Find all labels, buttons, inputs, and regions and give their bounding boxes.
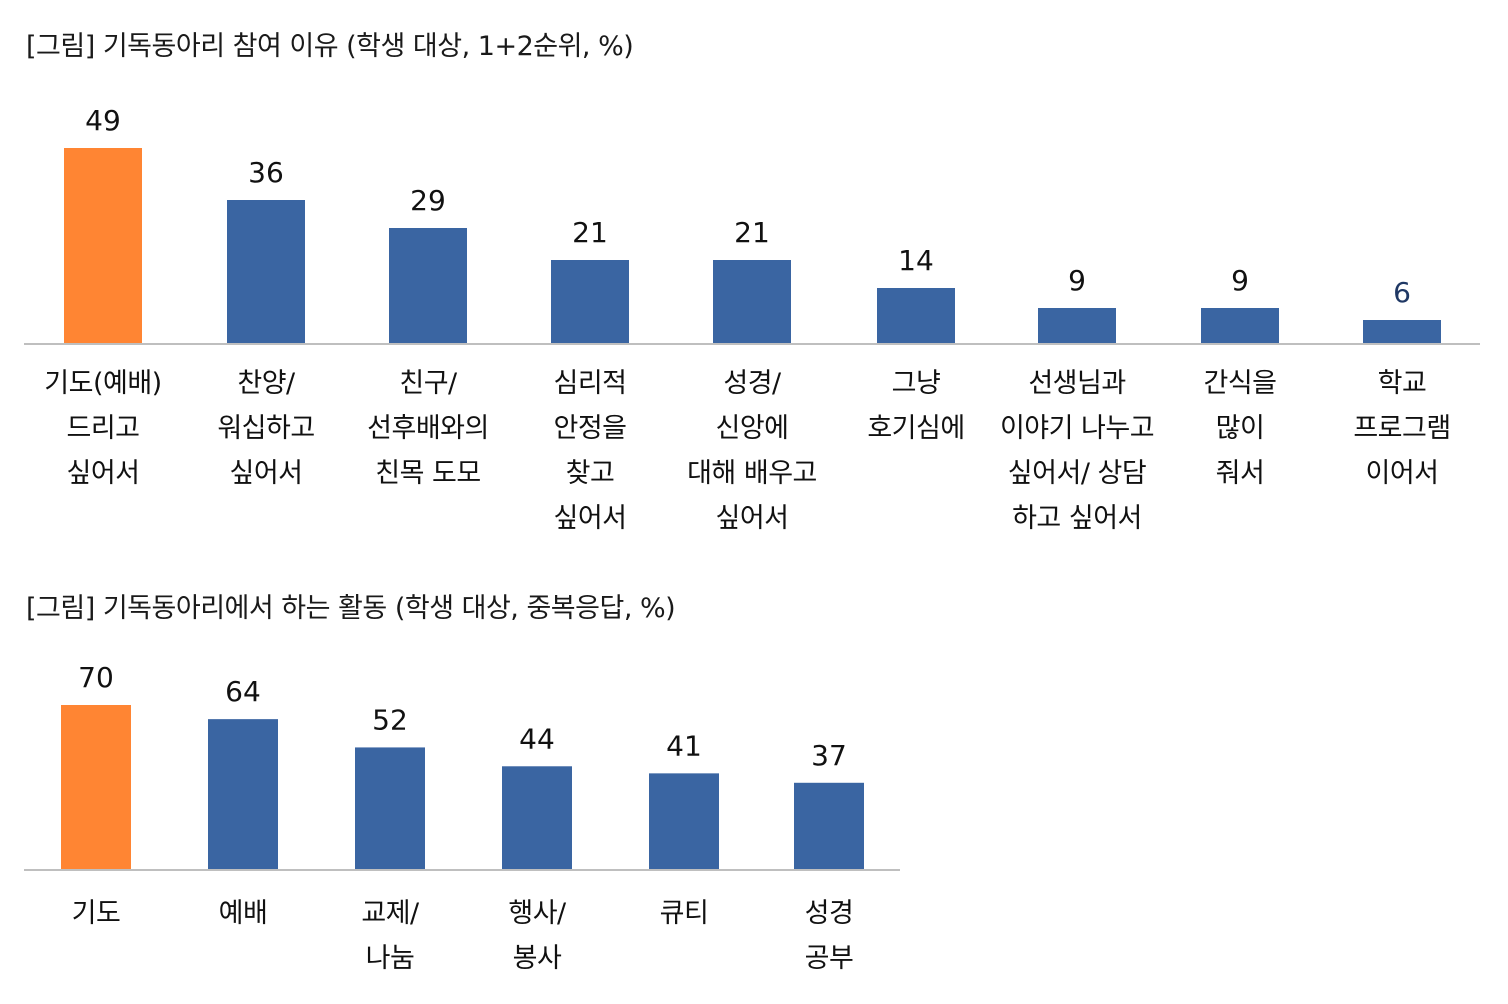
value-label-4: 44 bbox=[519, 722, 555, 755]
bar-2 bbox=[227, 200, 305, 344]
category-label-5-line-1: 큐티 bbox=[660, 898, 709, 929]
category-label-4-line-2: 안정을 bbox=[553, 413, 626, 444]
category-label-2-line-3: 싶어서 bbox=[229, 458, 302, 489]
value-label-8: 9 bbox=[1231, 264, 1249, 297]
bar-8 bbox=[1201, 308, 1279, 344]
bar-3 bbox=[389, 228, 467, 344]
bar-1 bbox=[64, 148, 142, 344]
category-label-8-line-2: 많이 bbox=[1216, 413, 1265, 444]
category-label-3-line-2: 선후배와의 bbox=[367, 413, 489, 444]
bar-4 bbox=[551, 260, 629, 344]
value-label-6: 14 bbox=[898, 244, 934, 277]
category-label-7-line-2: 이야기 나누고 bbox=[1000, 413, 1154, 444]
category-label-6-line-1: 그냥 bbox=[892, 368, 941, 399]
value-label-3: 52 bbox=[372, 703, 408, 736]
bar-3 bbox=[355, 747, 425, 870]
value-label-9: 6 bbox=[1393, 276, 1411, 309]
bar-5 bbox=[713, 260, 791, 344]
category-label-9-line-1: 학교 bbox=[1378, 368, 1427, 399]
category-label-5-line-4: 싶어서 bbox=[715, 503, 788, 534]
value-label-4: 21 bbox=[572, 216, 608, 249]
category-label-8-line-1: 간식을 bbox=[1203, 368, 1276, 399]
value-label-1: 49 bbox=[85, 104, 121, 137]
category-label-2-line-1: 찬양/ bbox=[237, 368, 296, 399]
value-label-7: 9 bbox=[1068, 264, 1086, 297]
category-label-2-line-2: 워십하고 bbox=[217, 413, 314, 444]
category-label-3-line-3: 친목 도모 bbox=[375, 458, 480, 489]
category-label-1-line-2: 드리고 bbox=[66, 413, 139, 444]
bar-6 bbox=[794, 782, 864, 870]
category-label-9-line-3: 이어서 bbox=[1365, 458, 1438, 489]
category-label-8-line-3: 줘서 bbox=[1216, 458, 1265, 489]
category-label-5-line-2: 신앙에 bbox=[715, 413, 788, 444]
category-label-7-line-3: 싶어서/ 상담 bbox=[1008, 458, 1146, 489]
value-label-6: 37 bbox=[811, 739, 847, 772]
category-label-2-line-1: 예배 bbox=[219, 898, 268, 929]
bar-5 bbox=[649, 773, 719, 870]
bar-4 bbox=[502, 766, 572, 870]
category-label-3-line-2: 나눔 bbox=[366, 943, 415, 974]
category-label-6-line-2: 호기심에 bbox=[867, 413, 964, 444]
bar-6 bbox=[877, 288, 955, 344]
value-label-5: 41 bbox=[666, 729, 702, 762]
category-label-7-line-4: 하고 싶어서 bbox=[1012, 503, 1142, 534]
category-label-4-line-4: 싶어서 bbox=[553, 503, 626, 534]
category-label-5-line-3: 대해 배우고 bbox=[687, 458, 817, 489]
category-label-4-line-1: 행사/ bbox=[508, 898, 567, 929]
category-label-4-line-1: 심리적 bbox=[553, 368, 626, 399]
value-label-5: 21 bbox=[734, 216, 770, 249]
category-label-3-line-1: 친구/ bbox=[399, 368, 458, 399]
category-label-4-line-3: 찾고 bbox=[566, 458, 615, 489]
category-label-6-line-2: 공부 bbox=[805, 943, 854, 974]
value-label-3: 29 bbox=[410, 184, 446, 217]
category-label-1-line-3: 싶어서 bbox=[66, 458, 139, 489]
category-label-1-line-1: 기도 bbox=[72, 898, 121, 929]
category-label-7-line-1: 선생님과 bbox=[1028, 368, 1125, 399]
value-label-2: 36 bbox=[248, 156, 284, 189]
bar-7 bbox=[1038, 308, 1116, 344]
category-label-4-line-2: 봉사 bbox=[513, 943, 562, 974]
category-label-1-line-1: 기도(예배) bbox=[44, 368, 161, 399]
category-label-9-line-2: 프로그램 bbox=[1353, 413, 1450, 444]
value-label-1: 70 bbox=[78, 661, 114, 694]
bar-9 bbox=[1363, 320, 1441, 344]
chart-1-title: [그림] 기독동아리 참여 이유 (학생 대상, 1+2순위, %) bbox=[26, 31, 634, 62]
category-label-6-line-1: 성경 bbox=[805, 898, 854, 929]
category-label-5-line-1: 성경/ bbox=[723, 368, 782, 399]
value-label-2: 64 bbox=[225, 675, 261, 708]
chart-2-title: [그림] 기독동아리에서 하는 활동 (학생 대상, 중복응답, %) bbox=[26, 593, 676, 624]
bar-2 bbox=[208, 719, 278, 870]
bar-1 bbox=[61, 705, 131, 870]
category-label-3-line-1: 교제/ bbox=[361, 898, 420, 929]
